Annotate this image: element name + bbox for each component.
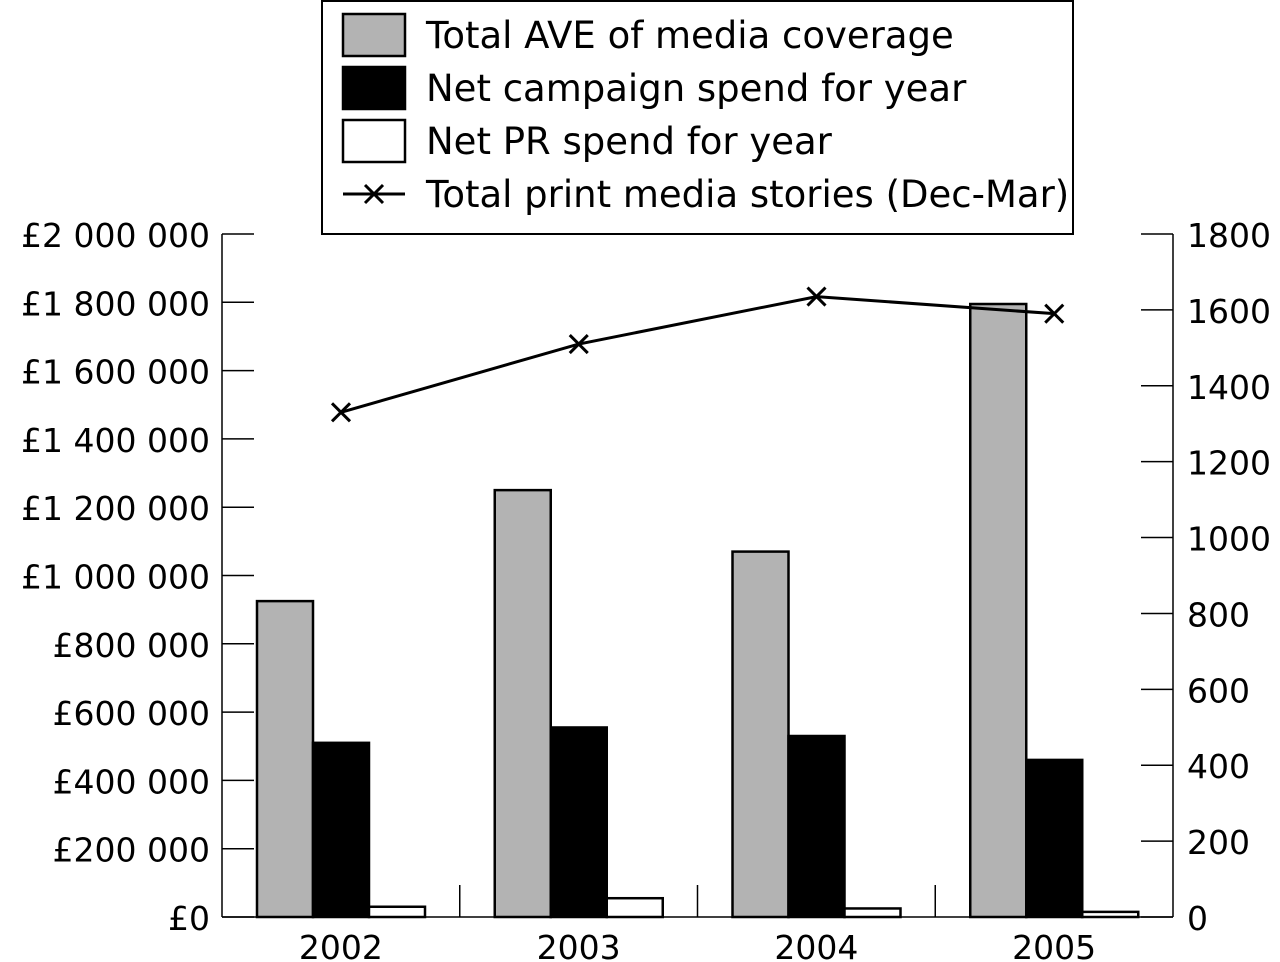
line-series — [330, 286, 1065, 423]
legend-swatch — [341, 118, 407, 164]
line-marker-2003 — [568, 333, 589, 355]
legend-label: Total print media stories (Dec-Mar) — [425, 173, 1069, 216]
bar-pr-2004 — [843, 907, 902, 919]
x-tick-label: 2003 — [537, 928, 621, 962]
bar-campaign-2002 — [311, 741, 371, 919]
y-left-tick-label: £2 000 000 — [21, 216, 210, 255]
y-left-tick-label: £1 800 000 — [21, 284, 210, 323]
y-left-tick-label: £1 000 000 — [21, 558, 210, 597]
y-right-tick-label: 200 — [1187, 823, 1250, 862]
y-right-tick-label: 1800 — [1187, 216, 1271, 255]
y-left-tick-label: £1 200 000 — [21, 489, 210, 528]
y-right-tick-label: 1600 — [1187, 292, 1271, 331]
x-tick-label: 2002 — [299, 928, 383, 962]
y-left-tick-label: £600 000 — [53, 694, 210, 733]
bar-ave-2003 — [493, 488, 552, 919]
legend-label: Net campaign spend for year — [426, 67, 967, 110]
y-left-tick-label: £200 000 — [53, 831, 210, 870]
legend-marker — [363, 183, 385, 205]
legend-swatch — [341, 65, 407, 111]
y-left-tick-label: £800 000 — [53, 626, 210, 665]
y-right-tick-label: 1400 — [1187, 368, 1271, 407]
bars — [255, 302, 1140, 919]
bar-ave-2002 — [255, 599, 315, 919]
axes: £0 £200 000 £400 000 £600 000 £800 000 £1 000… — [21, 216, 1271, 962]
bar-pr-2002 — [367, 905, 427, 919]
bar-campaign-2005 — [1025, 758, 1084, 919]
y-right-tick-label: 600 — [1187, 671, 1250, 710]
y-left-tick-label: £1 600 000 — [21, 353, 210, 392]
line-path — [340, 295, 1055, 414]
legend-item: Net PR spend for year — [341, 118, 833, 164]
y-right-tick-label: 1000 — [1187, 520, 1271, 559]
y-left-tick-label: £400 000 — [53, 762, 210, 801]
legend-item: Net campaign spend for year — [341, 65, 967, 111]
bar-ave-2005 — [969, 302, 1028, 919]
x-tick-label: 2004 — [774, 928, 858, 962]
y-left-tick-label: £0 — [168, 899, 210, 938]
bar-campaign-2004 — [787, 734, 846, 919]
line-marker-2005 — [1044, 303, 1065, 324]
bar-pr-2003 — [605, 896, 664, 919]
legend: Total AVE of media coverage Net campaign … — [321, 0, 1074, 235]
legend-box — [321, 0, 1074, 235]
y-right-tick-label: 400 — [1187, 747, 1250, 786]
legend-item: Total AVE of media coverage — [341, 12, 954, 58]
y-right-tick-label: 800 — [1187, 595, 1250, 634]
legend-label: Total AVE of media coverage — [425, 14, 954, 57]
y-right-tick-label: 0 — [1187, 899, 1208, 938]
bar-ave-2004 — [731, 550, 790, 919]
y-left-tick-label: £1 400 000 — [21, 421, 210, 460]
bar-pr-2005 — [1081, 910, 1140, 919]
line-marker-2002 — [330, 402, 352, 423]
line-marker-2004 — [806, 286, 827, 307]
legend-item: Total print media stories (Dec-Mar) — [343, 173, 1069, 216]
legend-swatch — [341, 12, 407, 58]
bar-campaign-2003 — [549, 726, 608, 919]
x-tick-label: 2005 — [1012, 928, 1096, 962]
legend-label: Net PR spend for year — [426, 120, 833, 163]
y-right-tick-label: 1200 — [1187, 444, 1271, 483]
